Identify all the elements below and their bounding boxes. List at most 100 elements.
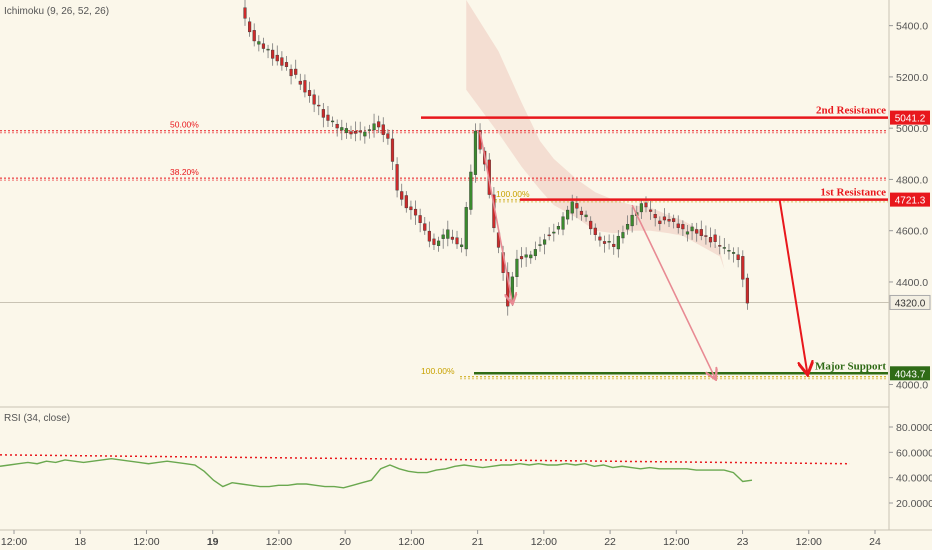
time-tick-label: 12:00: [266, 536, 292, 548]
level-value-tag: [890, 366, 930, 381]
candle-down: [349, 131, 353, 135]
candle-down: [312, 94, 316, 105]
candle-down: [317, 104, 321, 107]
candle-down: [713, 234, 717, 242]
candle-down: [427, 230, 431, 242]
ichimoku-label: Ichimoku (9, 26, 52, 26): [4, 6, 110, 17]
level-value-label: 4721.3: [895, 196, 926, 207]
candle-down: [649, 209, 653, 212]
candle-up: [529, 254, 533, 259]
candle-down: [736, 254, 740, 260]
level-value-tag: [890, 110, 930, 125]
candle-up: [685, 231, 690, 235]
candle-down: [280, 57, 284, 66]
candle-down: [377, 121, 381, 128]
candle-down: [519, 256, 524, 260]
candle-up: [367, 129, 372, 131]
time-tick-label: 12:00: [663, 536, 689, 548]
level-label: Major Support: [815, 360, 886, 372]
candle-up: [566, 209, 570, 220]
candle-down: [575, 203, 579, 209]
time-tick-label: 12:00: [398, 536, 424, 548]
candle-up: [330, 120, 335, 123]
price-tick-label: 4400.0: [896, 277, 928, 289]
candle-up: [372, 123, 376, 131]
candle-down: [409, 206, 413, 211]
rsi-line: [0, 457, 753, 489]
candle-up: [561, 216, 565, 230]
candle-down: [718, 245, 722, 247]
candle-down: [275, 54, 279, 62]
time-tick-label: 24: [869, 536, 881, 548]
rsi-tick-label: 40.0000: [896, 473, 932, 485]
time-tick-label: 19: [207, 536, 219, 548]
last-price-tag: [889, 294, 931, 310]
candle-down: [547, 234, 551, 237]
candle-up: [570, 201, 574, 214]
time-tick-label: 18: [74, 536, 86, 548]
candle-up: [552, 231, 556, 234]
candle-down: [589, 220, 593, 230]
candle-down: [602, 241, 607, 244]
candle-down: [321, 109, 325, 118]
candle-up: [556, 226, 561, 230]
level-value-label: 5041.2: [895, 114, 926, 125]
fib-label: 50.00%: [170, 120, 199, 130]
candle-down: [681, 224, 685, 230]
candle-down: [386, 133, 390, 139]
candle-down: [335, 123, 339, 129]
candle-down: [699, 229, 703, 237]
candle-down: [676, 223, 680, 228]
candle-up: [469, 171, 473, 210]
price-tick-label: 5000.0: [896, 123, 928, 135]
candle-up: [533, 249, 537, 257]
time-tick-label: 12:00: [133, 536, 159, 548]
candle-up: [344, 128, 348, 133]
candle-up: [584, 214, 588, 218]
candle-down: [450, 236, 454, 240]
candle-down: [298, 80, 302, 85]
price-tick-label: 5400.0: [896, 21, 928, 33]
candle-up: [621, 232, 625, 239]
price-tick-label: 4800.0: [896, 174, 928, 186]
candle-up: [363, 131, 367, 137]
candle-up: [340, 127, 344, 131]
candle-down: [644, 202, 648, 208]
candle-down: [579, 210, 584, 215]
candle-up: [460, 244, 464, 247]
candle-down: [432, 238, 436, 245]
projection-arrow: [778, 199, 808, 373]
candle-down: [612, 243, 616, 247]
candle-up: [727, 250, 731, 252]
candle-down: [667, 219, 671, 222]
candle-up: [524, 254, 528, 258]
candle-down: [381, 124, 385, 135]
candle-down: [662, 216, 667, 221]
time-tick-label: 12:00: [796, 536, 822, 548]
candle-down: [593, 227, 597, 235]
candle-up: [436, 240, 441, 246]
candle-up: [607, 241, 611, 243]
candle-down: [243, 7, 247, 19]
candle-up: [446, 229, 450, 239]
price-tick-label: 4600.0: [896, 226, 928, 238]
rsi-tick-label: 80.0000: [896, 422, 932, 434]
candle-up: [639, 203, 643, 213]
candle-down: [423, 223, 427, 231]
candle-down: [289, 68, 293, 77]
level-value-label: 4043.7: [895, 369, 926, 380]
candle-down: [704, 235, 708, 237]
candle-up: [441, 234, 445, 239]
candle-up: [464, 207, 468, 250]
candle-down: [284, 62, 289, 67]
candle-down: [653, 214, 657, 219]
time-tick-label: 12:00: [1, 536, 27, 548]
candle-down: [271, 49, 275, 59]
candle-down: [390, 138, 395, 162]
time-tick-label: 22: [604, 536, 616, 548]
candle-down: [354, 131, 358, 134]
last-price-label: 4320.0: [895, 298, 926, 309]
